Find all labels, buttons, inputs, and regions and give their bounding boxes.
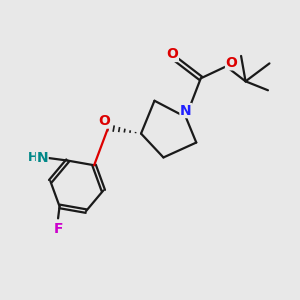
Text: N: N: [180, 103, 192, 118]
Text: O: O: [226, 56, 238, 70]
Text: O: O: [98, 114, 110, 128]
Text: F: F: [53, 222, 63, 236]
Text: H: H: [28, 151, 38, 164]
Text: O: O: [167, 47, 178, 61]
Text: N: N: [37, 151, 48, 165]
